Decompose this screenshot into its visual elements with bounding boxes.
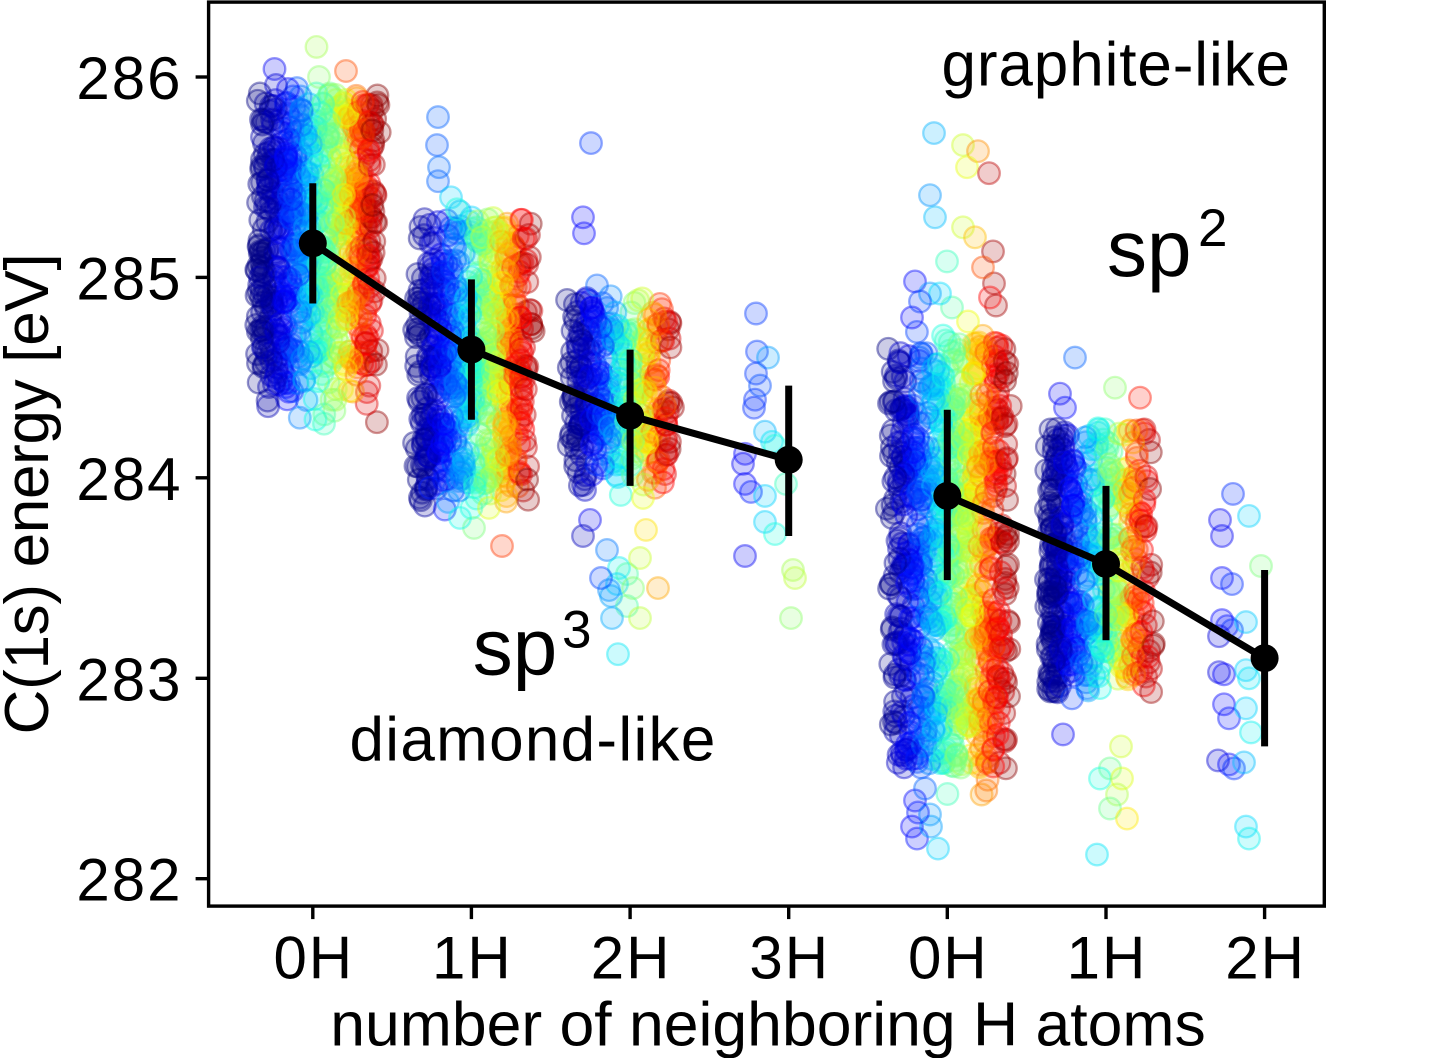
svg-text:3H: 3H [749, 925, 830, 992]
svg-text:1H: 1H [1067, 925, 1148, 992]
svg-text:C(1s) energy [eV]: C(1s) energy [eV] [0, 254, 62, 735]
svg-text:sp: sp [473, 603, 558, 692]
svg-text:2H: 2H [591, 925, 672, 992]
svg-text:0H: 0H [273, 925, 354, 992]
svg-text:2H: 2H [1225, 925, 1306, 992]
svg-text:diamond-like: diamond-like [350, 706, 717, 775]
svg-text:283: 283 [76, 646, 182, 713]
svg-text:2: 2 [1198, 199, 1227, 258]
svg-text:3: 3 [562, 601, 591, 660]
svg-text:282: 282 [76, 847, 182, 914]
svg-text:graphite-like: graphite-like [942, 31, 1291, 100]
svg-text:1H: 1H [432, 925, 513, 992]
svg-text:284: 284 [76, 446, 182, 513]
svg-text:0H: 0H [908, 925, 989, 992]
svg-text:sp: sp [1107, 204, 1192, 293]
svg-text:286: 286 [76, 45, 182, 112]
svg-text:285: 285 [76, 245, 182, 312]
svg-text:number of neighboring H atoms: number of neighboring H atoms [330, 990, 1206, 1059]
